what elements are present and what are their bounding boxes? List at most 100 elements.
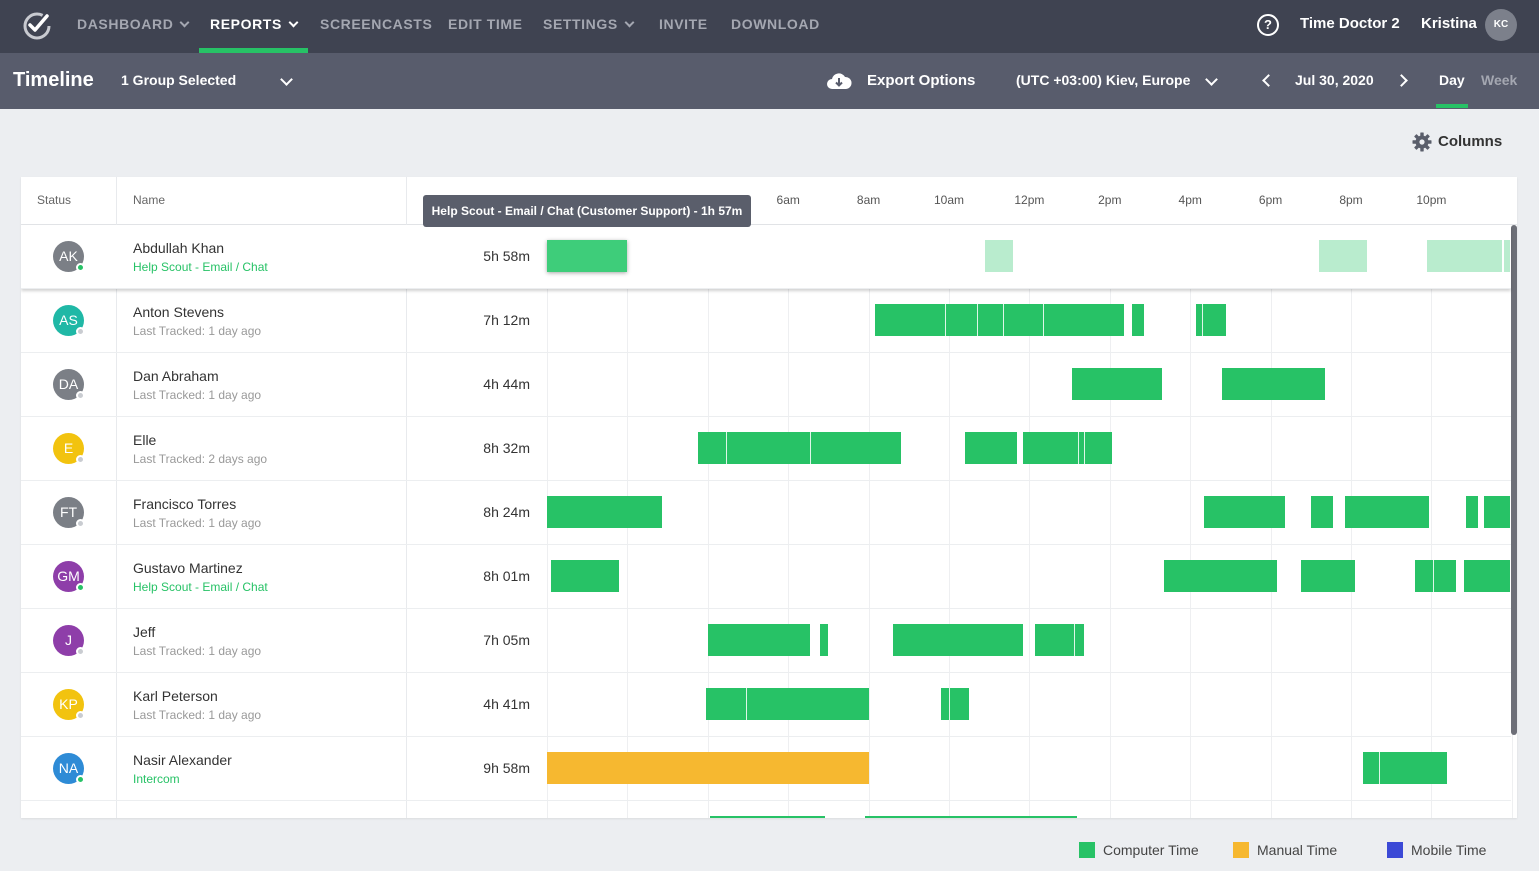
avatar: FT bbox=[53, 497, 85, 528]
computer-time-bar[interactable] bbox=[1300, 560, 1356, 592]
next-day-icon[interactable] bbox=[1395, 74, 1408, 87]
computer-time-bar[interactable] bbox=[1363, 752, 1448, 784]
status-column-header[interactable]: Status bbox=[37, 193, 72, 207]
table-row[interactable]: NA Nasir Alexander Intercom 9h 58m bbox=[21, 737, 1511, 801]
top-nav: DASHBOARD REPORTS SCREENCASTS EDIT TIME … bbox=[0, 0, 1539, 53]
export-options-button[interactable]: Export Options bbox=[867, 72, 976, 89]
table-row[interactable]: GM Gustavo Martinez Help Scout - Email / C… bbox=[21, 545, 1511, 609]
table-row[interactable]: AS Anton Stevens Last Tracked: 1 day ago 7h… bbox=[21, 289, 1511, 353]
computer-time-bar[interactable] bbox=[1131, 304, 1144, 336]
avatar-initials: GM bbox=[57, 568, 80, 584]
table-row[interactable]: E Elle Last Tracked: 2 days ago 8h 32m bbox=[21, 417, 1511, 481]
last-tracked: Last Tracked: 2 days ago bbox=[133, 452, 268, 466]
user-name[interactable]: Jeff bbox=[133, 624, 156, 640]
question-circle-icon[interactable]: ? bbox=[1257, 14, 1279, 36]
avatar: KP bbox=[53, 689, 85, 720]
computer-time-bar[interactable] bbox=[1503, 240, 1510, 272]
columns-button[interactable]: Columns bbox=[1412, 132, 1502, 154]
nav-edit-time-label: EDIT TIME bbox=[448, 16, 523, 32]
page-title: Timeline bbox=[13, 69, 94, 91]
time-doctor-logo-icon[interactable] bbox=[20, 8, 54, 42]
legend-swatch bbox=[1079, 842, 1095, 858]
computer-time-bar[interactable] bbox=[865, 816, 1077, 818]
table-row[interactable]: J Jeff Last Tracked: 1 day ago 7h 05m bbox=[21, 609, 1511, 673]
current-task: Help Scout - Email / Chat bbox=[133, 260, 268, 274]
tab-week[interactable]: Week bbox=[1481, 72, 1518, 88]
table-row[interactable]: FT Francisco Torres Last Tracked: 1 day ag… bbox=[21, 481, 1511, 545]
computer-time-bar[interactable] bbox=[985, 240, 1014, 272]
user-name[interactable]: Nasir Alexander bbox=[133, 752, 232, 768]
chevron-down-icon bbox=[624, 17, 635, 28]
computer-time-bar[interactable] bbox=[1415, 560, 1456, 592]
group-select[interactable]: 1 Group Selected bbox=[121, 72, 237, 88]
previous-day-icon[interactable] bbox=[1262, 74, 1275, 87]
hour-gridline bbox=[1110, 225, 1111, 818]
computer-time-bar[interactable] bbox=[1463, 560, 1510, 592]
table-row[interactable]: AK Abdullah Khan Help Scout - Email / Chat… bbox=[21, 225, 1511, 289]
timezone-select[interactable]: (UTC +03:00) Kiev, Europe bbox=[1016, 72, 1191, 88]
nav-download[interactable]: DOWNLOAD bbox=[731, 0, 820, 53]
chevron-down-icon[interactable] bbox=[1205, 73, 1218, 86]
name-column-header[interactable]: Name bbox=[133, 193, 166, 207]
computer-time-bar[interactable] bbox=[1023, 432, 1112, 464]
status-dot bbox=[76, 327, 85, 336]
computer-time-bar[interactable] bbox=[1196, 304, 1227, 336]
user-name[interactable]: Dan Abraham bbox=[133, 368, 219, 384]
computer-time-bar[interactable] bbox=[1465, 496, 1478, 528]
table-row[interactable]: KP Karl Peterson Last Tracked: 1 day ago 4h… bbox=[21, 673, 1511, 737]
nav-dashboard[interactable]: DASHBOARD bbox=[77, 0, 190, 53]
computer-time-bar[interactable] bbox=[1222, 368, 1325, 400]
gear-icon bbox=[1412, 132, 1432, 152]
nav-invite[interactable]: INVITE bbox=[659, 0, 708, 53]
computer-time-bar[interactable] bbox=[1427, 240, 1502, 272]
computer-time-bar[interactable] bbox=[892, 624, 1024, 656]
tab-day[interactable]: Day bbox=[1439, 72, 1465, 88]
cloud-download-icon[interactable] bbox=[826, 70, 852, 92]
user-name[interactable]: Karl Peterson bbox=[133, 688, 218, 704]
nav-settings-label: SETTINGS bbox=[543, 16, 618, 32]
user-name[interactable]: Gustavo Martinez bbox=[133, 560, 243, 576]
computer-time-bar[interactable] bbox=[820, 624, 829, 656]
vertical-scrollbar[interactable] bbox=[1511, 225, 1517, 735]
computer-time-bar[interactable] bbox=[707, 624, 811, 656]
computer-time-bar[interactable] bbox=[965, 432, 1018, 464]
computer-time-bar[interactable] bbox=[1071, 368, 1163, 400]
company-switcher[interactable]: Time Doctor 2 bbox=[1300, 15, 1400, 32]
user-name[interactable]: Elle bbox=[133, 432, 157, 448]
user-name[interactable]: Anton Stevens bbox=[133, 304, 225, 320]
computer-time-bar[interactable] bbox=[551, 560, 620, 592]
avatar: AK bbox=[53, 241, 85, 272]
user-avatar[interactable]: KC bbox=[1485, 9, 1517, 41]
computer-time-bar[interactable] bbox=[705, 688, 869, 720]
user-name[interactable]: Francisco Torres bbox=[133, 496, 237, 512]
chevron-down-icon[interactable] bbox=[280, 73, 293, 86]
computer-time-bar[interactable] bbox=[1483, 496, 1510, 528]
computer-time-bar[interactable] bbox=[940, 688, 970, 720]
segment-divider bbox=[1077, 432, 1079, 464]
total-time: 4h 41m bbox=[483, 696, 530, 712]
computer-time-bar[interactable] bbox=[874, 304, 1124, 336]
hour-gridline bbox=[708, 225, 709, 818]
computer-time-bar[interactable] bbox=[1344, 496, 1430, 528]
computer-time-bar[interactable] bbox=[547, 496, 662, 528]
date-picker[interactable]: Jul 30, 2020 bbox=[1295, 72, 1374, 88]
table-row-partial[interactable] bbox=[21, 801, 1511, 818]
computer-time-bar[interactable] bbox=[547, 240, 628, 272]
computer-time-bar[interactable] bbox=[1164, 560, 1277, 592]
computer-time-bar[interactable] bbox=[1035, 624, 1084, 656]
table-row[interactable]: DA Dan Abraham Last Tracked: 1 day ago 4h 4… bbox=[21, 353, 1511, 417]
user-name[interactable]: Abdullah Khan bbox=[133, 240, 225, 256]
nav-edit-time[interactable]: EDIT TIME bbox=[448, 0, 523, 53]
computer-time-bar[interactable] bbox=[697, 432, 901, 464]
user-name[interactable]: Kristina bbox=[1421, 15, 1477, 32]
computer-time-bar[interactable] bbox=[710, 816, 825, 818]
nav-settings[interactable]: SETTINGS bbox=[543, 0, 635, 53]
computer-time-bar[interactable] bbox=[1204, 496, 1285, 528]
manual-time-bar[interactable] bbox=[547, 752, 869, 784]
nav-screencasts[interactable]: SCREENCASTS bbox=[320, 0, 432, 53]
computer-time-bar[interactable] bbox=[1318, 240, 1368, 272]
current-task: Help Scout - Email / Chat bbox=[133, 580, 268, 594]
avatar-initials: AK bbox=[59, 248, 78, 264]
nav-reports[interactable]: REPORTS bbox=[210, 0, 299, 53]
computer-time-bar[interactable] bbox=[1310, 496, 1333, 528]
